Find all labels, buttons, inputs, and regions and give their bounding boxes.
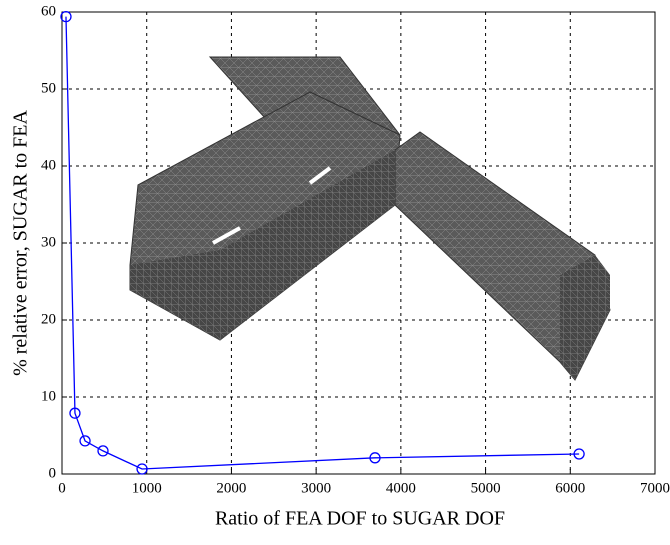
y-tick-label: 40 (41, 157, 56, 173)
x-tick-label: 1000 (132, 480, 162, 496)
x-tick-label: 5000 (471, 480, 501, 496)
x-tick-label: 7000 (640, 480, 670, 496)
x-tick-label: 3000 (301, 480, 331, 496)
y-tick-label: 60 (41, 3, 56, 19)
x-tick-label: 0 (58, 480, 66, 496)
y-tick-label: 50 (41, 80, 56, 96)
x-tick-label: 6000 (555, 480, 585, 496)
x-tick-label: 4000 (386, 480, 416, 496)
y-tick-label: 10 (41, 388, 56, 404)
y-tick-label: 20 (41, 311, 56, 327)
y-tick-label: 30 (41, 234, 56, 250)
mesh-image (130, 57, 610, 380)
x-axis-label: Ratio of FEA DOF to SUGAR DOF (215, 508, 505, 530)
y-axis-label: % relative error, SUGAR to FEA (10, 110, 32, 376)
chart: Ratio of FEA DOF to SUGAR DOF % relative… (0, 0, 670, 540)
x-tick-label: 2000 (216, 480, 246, 496)
y-tick-label: 0 (49, 465, 57, 481)
